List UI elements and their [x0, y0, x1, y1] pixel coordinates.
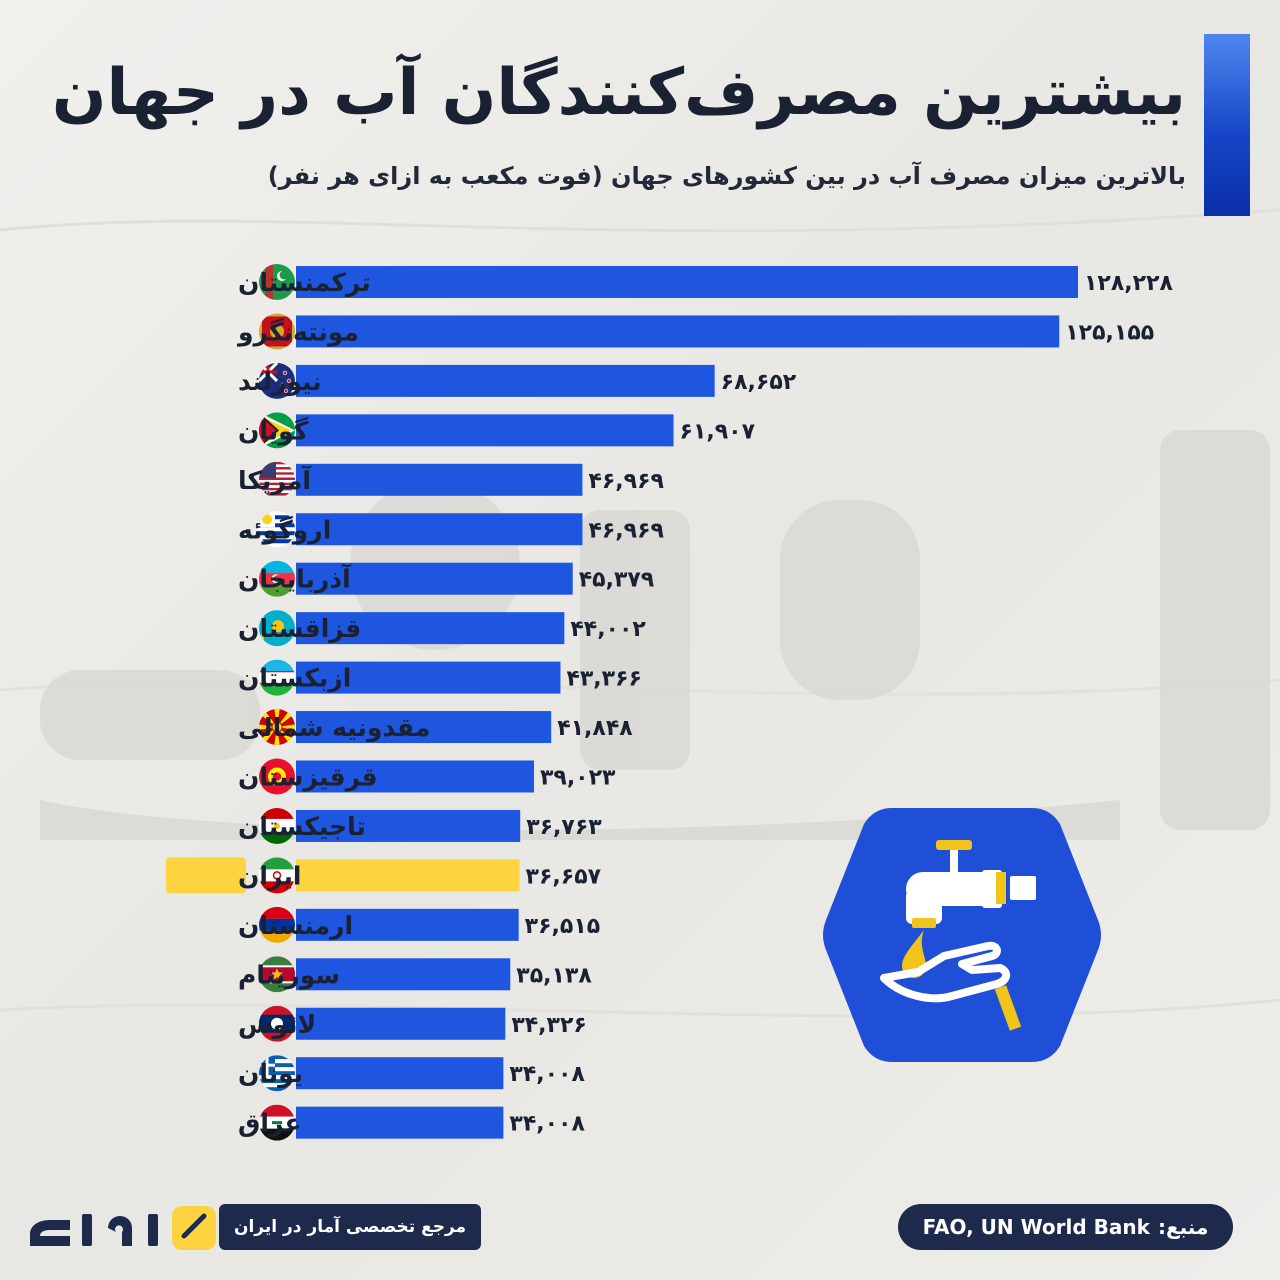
value-label: ۳۶,۶۵۷: [526, 864, 602, 889]
flag-uzbekistan-icon: [259, 659, 295, 696]
faucet-hand-icon: [823, 808, 1101, 1062]
value-label: ۱۲۸,۲۲۸: [1084, 271, 1173, 296]
highlight-label-bg: [166, 857, 246, 894]
flag-usa-icon: [259, 461, 295, 496]
category-label: ایران: [238, 861, 301, 891]
flag-guyana-icon: [259, 412, 295, 449]
category-label: عراق: [238, 1109, 302, 1139]
bar: [296, 562, 573, 595]
flag-new-zealand-icon: [259, 362, 295, 399]
category-label: مونته‌نگرو: [236, 317, 359, 347]
brand-logo: [30, 1206, 216, 1250]
value-label: ۴۶,۹۶۹: [588, 518, 664, 543]
bar: [296, 1007, 506, 1040]
bar: [296, 1106, 504, 1139]
value-label: ۳۴,۰۰۸: [509, 1062, 585, 1087]
value-label: ۳۶,۷۶۳: [526, 815, 602, 840]
flag-tajikistan-icon: [259, 807, 295, 844]
value-label: ۳۹,۰۲۳: [540, 766, 616, 791]
value-label: ۴۱,۸۴۸: [557, 716, 633, 741]
value-label: ۳۵,۱۳۸: [516, 963, 592, 988]
bar: [296, 711, 552, 744]
value-label: ۶۸,۶۵۲: [721, 370, 797, 395]
bar: [296, 612, 565, 645]
value-label: ۴۳,۳۶۶: [566, 667, 642, 692]
flag-laos-icon: [259, 1005, 295, 1042]
bar: [296, 661, 561, 694]
tagline-badge: مرجع تخصصی آمار در ایران: [219, 1204, 481, 1250]
bar: [296, 859, 520, 892]
flag-greece-icon: [259, 1055, 295, 1092]
category-label: ازبکستان: [238, 664, 351, 693]
bar: [296, 760, 534, 793]
category-label: قرقیزستان: [238, 763, 378, 793]
header-accent-bar: [1204, 34, 1250, 216]
bar: [296, 1057, 504, 1090]
bar: [296, 364, 715, 397]
flag-azerbaijan-icon: [259, 560, 295, 597]
watermark-logo: [40, 430, 1270, 840]
category-label: اروگوئه: [238, 515, 331, 545]
flag-montenegro-icon: [259, 313, 295, 350]
bar: [296, 463, 583, 496]
category-label: لائوس: [238, 1010, 316, 1040]
value-label: ۳۴,۳۲۶: [511, 1013, 587, 1038]
category-label: مقدونیه شمالی: [238, 713, 430, 743]
category-label: آذربایجان: [238, 564, 352, 594]
category-label: نیوزلند: [238, 367, 322, 397]
source-label: منبع:: [1157, 1215, 1209, 1239]
flag-turkmenistan-icon: [259, 264, 295, 300]
value-label: ۴۶,۹۶۹: [588, 469, 664, 494]
page-title: بیشترین مصرف‌کنندگان آب در جهان: [51, 56, 1186, 130]
flag-kazakhstan-icon: [259, 610, 295, 647]
flag-armenia-icon: [259, 906, 295, 943]
category-label: ترکمنستان: [238, 268, 371, 298]
bar: [296, 809, 521, 842]
page-subtitle: بالاترین میزان مصرف آب در بین کشورهای جه…: [267, 162, 1186, 190]
value-label: ۶۱,۹۰۷: [680, 419, 756, 444]
bar: [296, 958, 511, 991]
bar: [296, 908, 519, 941]
category-label: گویان: [238, 416, 309, 446]
flag-iran-icon: [259, 857, 295, 894]
value-label: ۴۴,۰۰۲: [570, 617, 646, 642]
category-label: سورینام: [238, 960, 340, 990]
category-label: آمریکا: [238, 465, 312, 496]
bar: [296, 513, 583, 546]
source-badge: منبع: FAO, UN World Bank: [898, 1204, 1233, 1250]
value-label: ۱۲۵,۱۵۵: [1065, 320, 1154, 345]
category-label: تاجیکستان: [238, 812, 366, 841]
flag-iraq-icon: [259, 1104, 295, 1141]
flag-kyrgyzstan-icon: [259, 758, 295, 795]
flag-suriname-icon: [259, 956, 295, 993]
bar: [296, 414, 674, 447]
bar: [296, 266, 1078, 298]
bar: [296, 315, 1060, 348]
flag-north-macedonia-icon: [259, 709, 295, 746]
source-value: FAO, UN World Bank: [922, 1215, 1150, 1239]
value-label: ۳۴,۰۰۸: [509, 1112, 585, 1137]
category-label: یونان: [238, 1059, 303, 1089]
value-label: ۴۵,۳۷۹: [579, 568, 655, 593]
category-label: قزاقستان: [238, 614, 361, 644]
value-label: ۳۶,۵۱۵: [525, 914, 601, 939]
category-label: ارمنستان: [238, 911, 353, 940]
